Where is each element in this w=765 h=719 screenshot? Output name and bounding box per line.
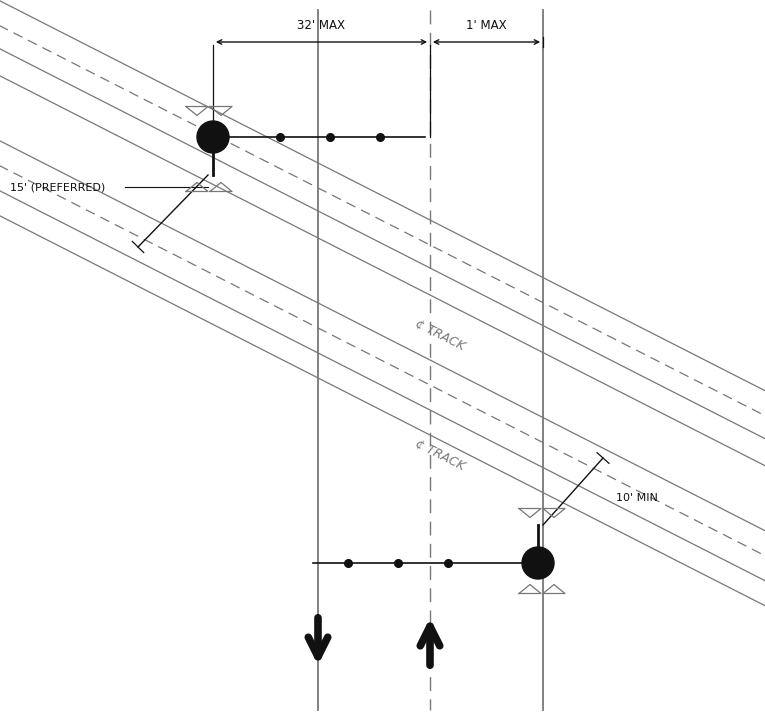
Circle shape — [197, 121, 229, 153]
Text: ¢ TRACK: ¢ TRACK — [413, 437, 467, 473]
Text: 15' (PREFERRED): 15' (PREFERRED) — [10, 182, 106, 192]
Text: 1' MAX: 1' MAX — [466, 19, 506, 32]
Text: ¢ TRACK: ¢ TRACK — [413, 317, 467, 353]
Text: 32' MAX: 32' MAX — [298, 19, 346, 32]
Text: 10' MIN: 10' MIN — [616, 493, 658, 503]
Circle shape — [522, 547, 554, 579]
